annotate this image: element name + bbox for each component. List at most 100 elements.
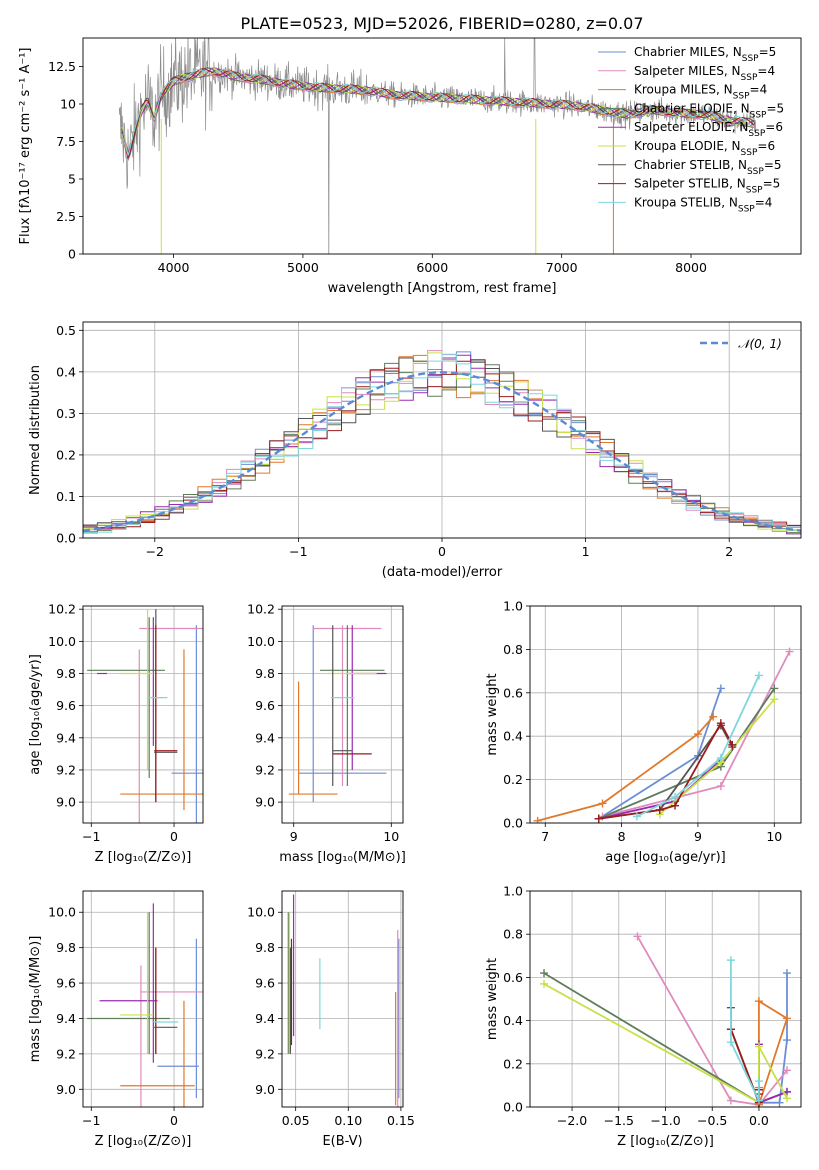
- gaussian-curve: [83, 371, 801, 532]
- x-tick-label: −1: [82, 1113, 100, 1128]
- weight-marker-salpeter_miles: [716, 782, 725, 791]
- plot-area: [118, 38, 757, 254]
- weight-marker-salpeter_stelib: [655, 805, 664, 814]
- y-axis-label: mass [log₁₀(M/M⊙)]: [28, 936, 43, 1063]
- hist-salpeter_elodie: [83, 354, 801, 535]
- axes-frame: [82, 321, 802, 539]
- y-tick-label: 10.2: [247, 602, 275, 617]
- weight-line-salpeter_miles: [636, 935, 788, 1106]
- panel-residuals: −2 −1 0 1 2 0.0 0.1 0.2 0.3 0.4 0.5 (data-model)/er…: [28, 321, 802, 580]
- y-tick-label: 0: [68, 247, 76, 262]
- y-tick-label: 2.5: [56, 209, 76, 224]
- weight-line-chabrier_miles: [598, 688, 722, 820]
- y-tick-label: 5: [68, 172, 76, 187]
- x-tick-label: 0: [170, 1113, 178, 1128]
- y-tick-label: 0.0: [503, 1100, 523, 1115]
- y-tick-label: 9.4: [255, 1011, 275, 1026]
- weight-marker-chabrier_elodie: [770, 684, 779, 693]
- weight-marker-salpeter_stelib: [671, 801, 680, 810]
- y-tick-label: 9.8: [255, 940, 275, 955]
- x-axis-label: wavelength [Angstrom, rest frame]: [328, 281, 557, 296]
- x-tick-label: 6000: [416, 260, 448, 275]
- plot-area: [87, 903, 203, 1107]
- weight-marker-salpeter_miles: [633, 932, 642, 941]
- x-tick-label: 9: [694, 829, 702, 844]
- x-tick-label: 0: [438, 544, 446, 559]
- x-tick-label: 9: [290, 829, 298, 844]
- weight-marker-salpeter_miles: [726, 1096, 735, 1105]
- axes-frame: [82, 37, 802, 255]
- weight-marker-salpeter_stelib: [594, 814, 603, 823]
- y-tick-label: 7.5: [56, 134, 76, 149]
- y-tick-label: 9.4: [255, 730, 275, 745]
- y-tick-label: 0.6: [503, 685, 523, 700]
- axes-frame: [529, 890, 802, 1108]
- weight-marker-kroupa_miles: [709, 712, 718, 721]
- y-tick-label: 9.0: [255, 1082, 275, 1097]
- y-tick-label: 9.6: [56, 698, 76, 713]
- y-tick-label: 9.2: [255, 1046, 275, 1061]
- y-tick-label: 0.1: [56, 489, 76, 504]
- y-tick-label: 9.2: [56, 762, 76, 777]
- weight-marker-chabrier_elodie: [540, 969, 549, 978]
- x-axis-label: mass [log₁₀(M/M⊙)]: [279, 850, 406, 865]
- x-tick-label: 0.0: [749, 1113, 769, 1128]
- x-tick-label: −1.5: [604, 1113, 634, 1128]
- x-tick-label: 8: [618, 829, 626, 844]
- weight-marker-kroupa_stelib: [632, 812, 641, 821]
- panel-mass-vs-ebv: 0.05 0.10 0.15 9.0 9.2 9.4 9.6 9.8 10.0 E(B-V): [247, 890, 415, 1149]
- weight-marker-salpeter_miles: [785, 647, 794, 656]
- model-salpeter_stelib: [121, 68, 756, 160]
- weight-marker-kroupa_elodie: [782, 1094, 791, 1103]
- weight-marker-kroupa_miles: [754, 997, 763, 1006]
- y-tick-label: 0.0: [503, 816, 523, 831]
- weight-line-chabrier_miles: [758, 973, 788, 1104]
- x-tick-label: 0.15: [387, 1113, 415, 1128]
- model-kroupa_elodie: [121, 66, 756, 157]
- legend-entry: Salpeter ELODIE, NSSP=6: [634, 120, 783, 139]
- y-tick-label: 10.0: [48, 634, 76, 649]
- plot-area: [540, 932, 791, 1107]
- y-tick-label: 0.4: [503, 1013, 523, 1028]
- y-tick-label: 0.2: [503, 772, 523, 787]
- x-tick-label: 0: [170, 829, 178, 844]
- data-spectrum: [118, 38, 757, 254]
- y-tick-label: 10.0: [247, 905, 275, 920]
- y-tick-label: 0.4: [56, 364, 76, 379]
- axes-frame: [529, 605, 802, 824]
- x-tick-label: 0.10: [334, 1113, 362, 1128]
- x-tick-label: 0.05: [282, 1113, 310, 1128]
- panel-age-vs-mass: 9 10 9.0 9.2 9.4 9.6 9.8 10.0 10.2 mass [log₁₀(M/…: [247, 602, 406, 865]
- y-tick-label: 9.8: [56, 940, 76, 955]
- x-tick-label: 7000: [546, 260, 578, 275]
- axes-frame: [82, 605, 204, 824]
- y-tick-label: 9.4: [56, 1011, 76, 1026]
- axes-frame: [82, 890, 204, 1108]
- y-tick-label: 12.5: [48, 59, 76, 74]
- x-tick-label: −1: [82, 829, 100, 844]
- x-tick-label: 10: [766, 829, 782, 844]
- y-tick-label: 0.6: [503, 970, 523, 985]
- y-tick-label: 0.3: [56, 406, 76, 421]
- y-tick-label: 0.4: [503, 729, 523, 744]
- x-axis-label: Z [log₁₀(Z/Z⊙)]: [617, 1134, 714, 1149]
- y-tick-label: 0.8: [503, 927, 523, 942]
- weight-marker-kroupa_elodie: [540, 979, 549, 988]
- weight-line-chabrier_elodie: [598, 687, 776, 820]
- y-tick-label: 1.0: [503, 884, 523, 899]
- y-tick-label: 10: [60, 97, 76, 112]
- legend-entry: Chabrier MILES, NSSP=5: [634, 45, 776, 64]
- axes-frame: [281, 605, 404, 824]
- y-tick-label: 9.2: [255, 762, 275, 777]
- y-tick-label: 0.2: [503, 1056, 523, 1071]
- x-tick-label: −2: [146, 544, 164, 559]
- y-tick-label: 9.6: [56, 976, 76, 991]
- x-tick-label: 1: [582, 544, 590, 559]
- weight-marker-kroupa_miles: [533, 816, 542, 823]
- y-tick-label: 9.0: [56, 795, 76, 810]
- y-tick-label: 9.6: [255, 976, 275, 991]
- plot-area: [87, 609, 203, 823]
- x-tick-label: −1.0: [650, 1113, 680, 1128]
- axes-frame: [281, 890, 404, 1108]
- weight-marker-kroupa_stelib: [671, 792, 680, 801]
